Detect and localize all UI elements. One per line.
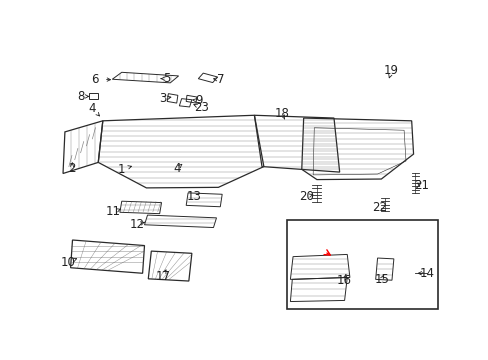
Text: 19: 19: [383, 64, 398, 77]
Text: 18: 18: [274, 107, 289, 120]
Bar: [286, 220, 437, 309]
Text: 21: 21: [413, 179, 428, 192]
Text: 16: 16: [336, 274, 351, 287]
Text: 17: 17: [155, 270, 170, 283]
Text: 7: 7: [217, 73, 224, 86]
Text: 20: 20: [299, 190, 313, 203]
Text: 2: 2: [68, 162, 75, 175]
Text: 23: 23: [194, 101, 208, 114]
Text: 10: 10: [61, 256, 75, 269]
Text: 9: 9: [195, 94, 203, 107]
Text: 3: 3: [159, 92, 166, 105]
Text: 6: 6: [91, 73, 99, 86]
Text: 4: 4: [88, 102, 96, 115]
Text: 5: 5: [163, 72, 171, 85]
Text: 11: 11: [106, 205, 121, 218]
Text: 15: 15: [373, 273, 388, 286]
Text: 1: 1: [118, 163, 125, 176]
Text: 13: 13: [186, 190, 201, 203]
Text: 22: 22: [371, 201, 386, 214]
Text: 14: 14: [419, 267, 433, 280]
Text: 4: 4: [173, 162, 181, 175]
Text: 12: 12: [129, 218, 144, 231]
Text: 8: 8: [77, 90, 84, 103]
